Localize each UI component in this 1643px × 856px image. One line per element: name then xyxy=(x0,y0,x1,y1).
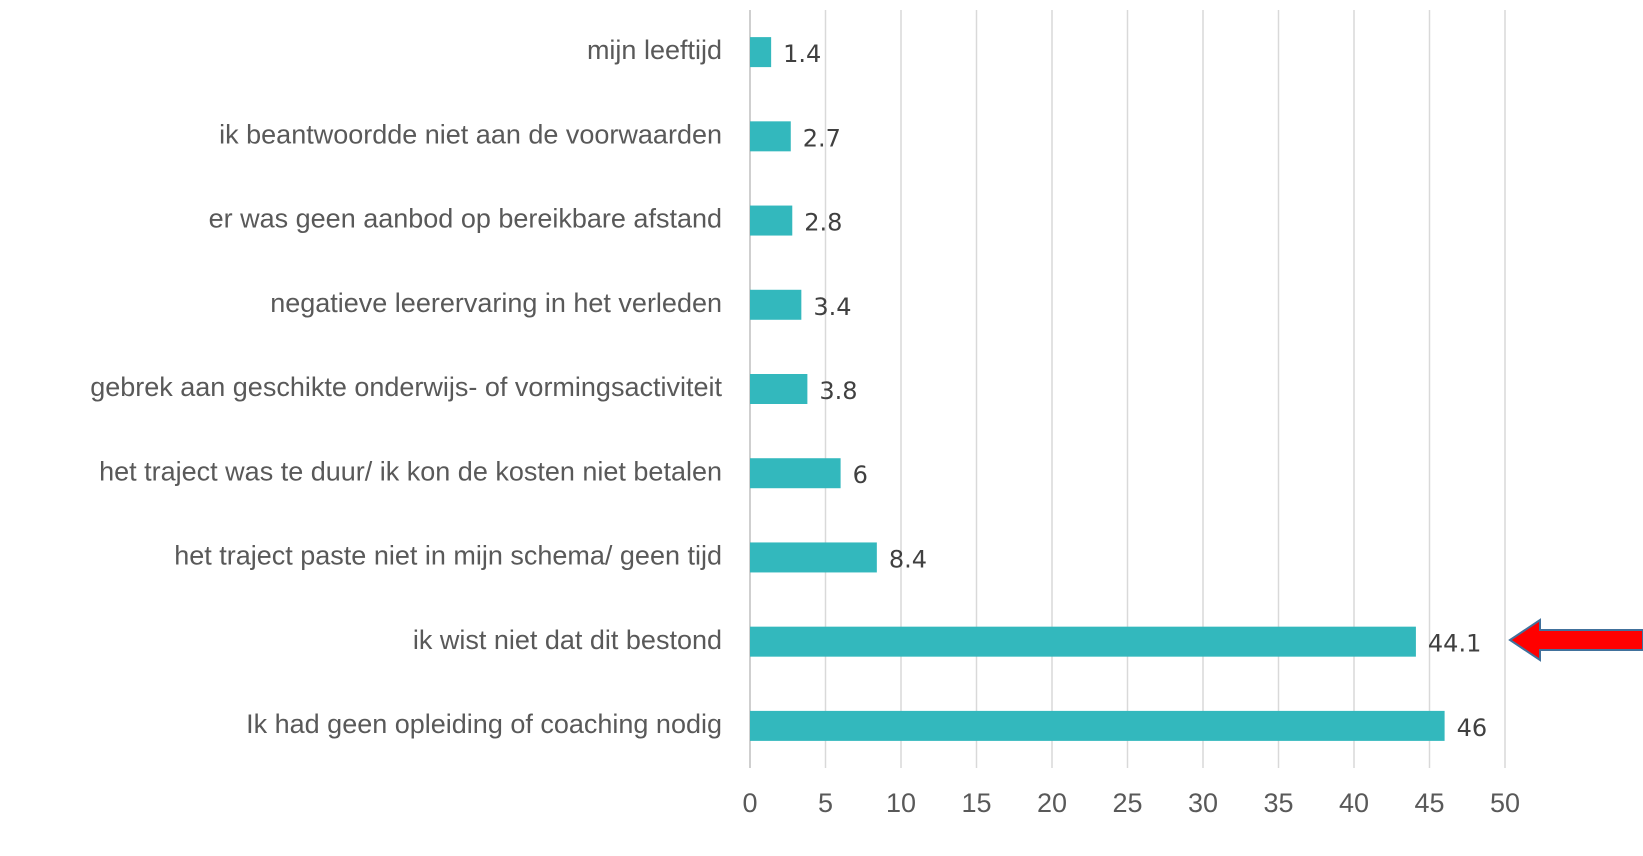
y-tick-label: er was geen aanbod op bereikbare afstand xyxy=(209,204,722,234)
x-tick-label: 0 xyxy=(742,788,757,818)
y-tick-label: mijn leeftijd xyxy=(587,35,722,65)
x-tick-label: 25 xyxy=(1112,788,1142,818)
data-label: 2.7 xyxy=(803,124,841,152)
bar xyxy=(750,542,877,573)
bar xyxy=(750,37,772,68)
data-label: 8.4 xyxy=(889,545,927,573)
data-label: 2.8 xyxy=(804,209,842,237)
bar xyxy=(750,289,802,320)
y-tick-label: gebrek aan geschikte onderwijs- of vormi… xyxy=(90,372,722,402)
x-tick-label: 20 xyxy=(1037,788,1067,818)
bar xyxy=(750,626,1416,657)
arrow-annotation xyxy=(1508,618,1643,662)
bar xyxy=(750,374,808,404)
x-tick-label: 10 xyxy=(886,788,916,818)
y-tick-label: het traject paste niet in mijn schema/ g… xyxy=(174,541,722,571)
x-tick-label: 40 xyxy=(1339,788,1369,818)
y-tick-label: het traject was te duur/ ik kon de koste… xyxy=(99,456,722,486)
x-tick-label: 35 xyxy=(1263,788,1293,818)
bar xyxy=(750,458,841,489)
data-label: 1.4 xyxy=(783,40,821,68)
data-label: 44.1 xyxy=(1428,630,1481,658)
y-tick-label: ik beantwoordde niet aan de voorwaarden xyxy=(219,119,722,149)
y-tick-label: ik wist niet dat dit bestond xyxy=(413,625,722,655)
y-tick-label: negatieve leerervaring in het verleden xyxy=(270,288,722,318)
bar xyxy=(750,710,1445,741)
x-tick-label: 15 xyxy=(961,788,991,818)
x-tick-label: 45 xyxy=(1414,788,1444,818)
bar xyxy=(750,205,793,236)
data-label: 3.8 xyxy=(819,377,857,405)
y-tick-label: Ik had geen opleiding of coaching nodig xyxy=(246,709,722,739)
x-tick-label: 30 xyxy=(1188,788,1218,818)
data-label: 3.4 xyxy=(813,293,851,321)
x-tick-label: 5 xyxy=(818,788,833,818)
data-label: 46 xyxy=(1457,714,1488,742)
x-tick-label: 50 xyxy=(1490,788,1520,818)
bar xyxy=(750,121,791,152)
data-label: 6 xyxy=(853,461,868,489)
